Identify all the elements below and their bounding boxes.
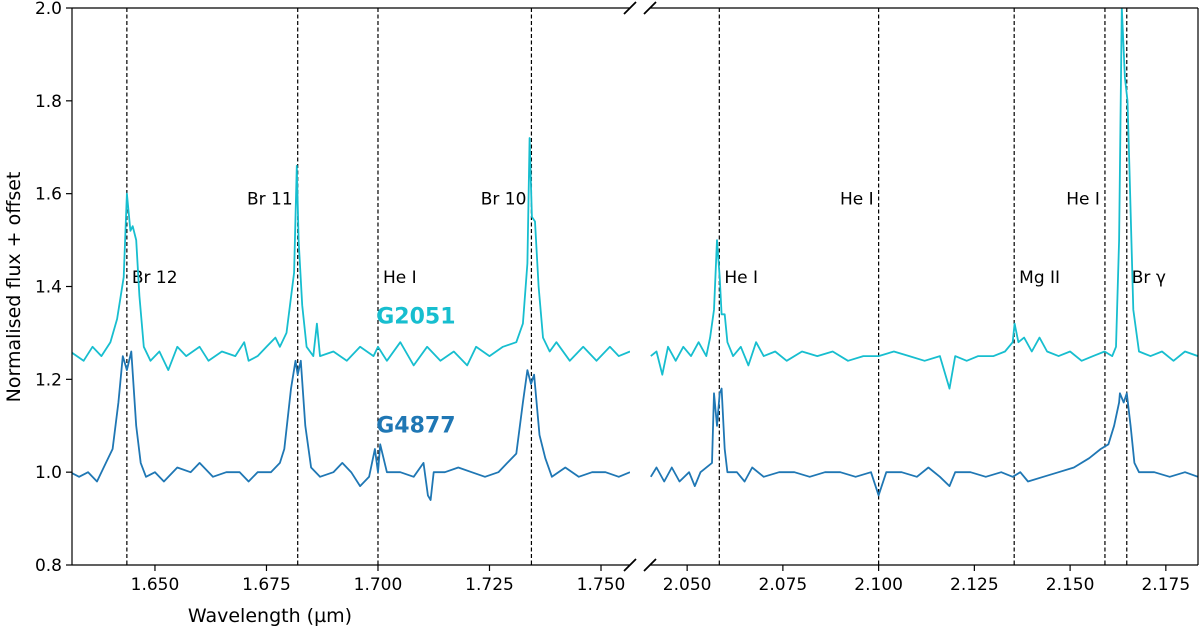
x-tick-label: 2.050	[663, 575, 712, 595]
line-label: He I	[383, 268, 417, 288]
x-tick-label: 2.075	[759, 575, 808, 595]
x-tick-label: 1.750	[577, 575, 626, 595]
axis-break-mark	[623, 558, 637, 572]
line-label: He I	[840, 189, 874, 209]
line-label: Br 11	[247, 189, 293, 209]
y-tick-label: 1.8	[35, 92, 62, 112]
series-line-g4877	[650, 387, 1198, 497]
axis-break-mark	[623, 1, 637, 15]
series-line-g2051	[72, 137, 630, 371]
line-label: Br γ	[1132, 268, 1166, 288]
x-tick-label: 2.150	[1046, 575, 1095, 595]
y-tick-label: 1.4	[35, 278, 62, 298]
x-tick-label: 1.650	[131, 575, 180, 595]
y-tick-label: 0.8	[35, 556, 62, 576]
x-tick-label: 2.125	[950, 575, 999, 595]
series-line-g4877	[72, 350, 630, 501]
axis-break-mark	[643, 1, 657, 15]
line-label: Mg II	[1019, 268, 1060, 288]
y-tick-label: 1.0	[35, 463, 62, 483]
line-label: He I	[1066, 189, 1100, 209]
x-tick-label: 2.100	[854, 575, 903, 595]
x-tick-label: 2.175	[1141, 575, 1190, 595]
x-tick-label: 1.725	[465, 575, 514, 595]
line-label: Br 10	[481, 189, 527, 209]
axis-break-mark	[643, 558, 657, 572]
y-tick-label: 1.6	[35, 185, 62, 205]
line-label: Br 12	[132, 268, 178, 288]
x-tick-label: 1.700	[354, 575, 403, 595]
line-label: He I	[724, 268, 758, 288]
series-label: G4877	[376, 414, 455, 439]
y-tick-label: 1.2	[35, 370, 62, 390]
y-tick-label: 2.0	[35, 0, 62, 19]
x-axis-label: Wavelength (µm)	[188, 605, 352, 627]
series-label: G2051	[376, 305, 455, 330]
y-axis-label: Normalised flux + offset	[3, 172, 25, 403]
series-line-g2051	[650, 8, 1198, 390]
x-tick-label: 1.675	[242, 575, 291, 595]
